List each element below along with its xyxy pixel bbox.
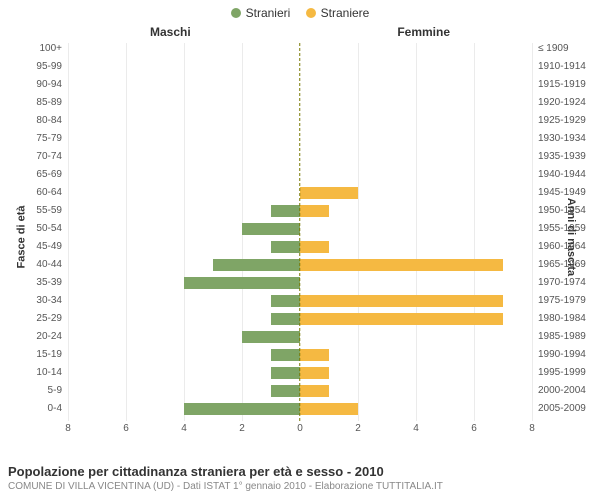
bar-female: [300, 313, 503, 325]
x-tick: 8: [65, 423, 71, 434]
col-header-right: Femmine: [397, 25, 450, 39]
bar-male: [271, 349, 300, 361]
bar-female: [300, 205, 329, 217]
x-tick: 0: [297, 423, 303, 434]
age-label: 75-79: [2, 133, 68, 145]
bar-male: [271, 205, 300, 217]
chart-area: Maschi Femmine Fasce di età Anni di nasc…: [0, 21, 600, 441]
bar-female: [300, 259, 503, 271]
bar-female: [300, 367, 329, 379]
birth-label: 1940-1944: [532, 169, 598, 181]
bar-male: [271, 313, 300, 325]
bar-male: [271, 241, 300, 253]
bar-female: [300, 187, 358, 199]
legend: Stranieri Straniere: [0, 0, 600, 21]
age-label: 5-9: [2, 385, 68, 397]
bar-male: [213, 259, 300, 271]
col-header-left: Maschi: [150, 25, 191, 39]
x-tick: 8: [529, 423, 535, 434]
birth-label: 1915-1919: [532, 79, 598, 91]
bar-male: [271, 385, 300, 397]
age-label: 90-94: [2, 79, 68, 91]
age-label: 25-29: [2, 313, 68, 325]
birth-label: 2005-2009: [532, 403, 598, 415]
bar-male: [271, 295, 300, 307]
birth-label: ≤ 1909: [532, 43, 598, 55]
age-label: 15-19: [2, 349, 68, 361]
legend-item-male: Stranieri: [231, 6, 291, 20]
age-label: 20-24: [2, 331, 68, 343]
birth-label: 2000-2004: [532, 385, 598, 397]
x-tick: 4: [181, 423, 187, 434]
birth-label: 1955-1959: [532, 223, 598, 235]
bar-male: [184, 277, 300, 289]
age-label: 95-99: [2, 61, 68, 73]
age-label: 65-69: [2, 169, 68, 181]
birth-label: 1920-1924: [532, 97, 598, 109]
chart-title: Popolazione per cittadinanza straniera p…: [8, 464, 592, 479]
age-label: 10-14: [2, 367, 68, 379]
birth-label: 1910-1914: [532, 61, 598, 73]
age-label: 0-4: [2, 403, 68, 415]
x-tick: 6: [123, 423, 129, 434]
chart-subtitle: COMUNE DI VILLA VICENTINA (UD) - Dati IS…: [8, 481, 592, 492]
bar-female: [300, 241, 329, 253]
age-label: 35-39: [2, 277, 68, 289]
x-tick: 2: [355, 423, 361, 434]
age-label: 60-64: [2, 187, 68, 199]
birth-label: 1975-1979: [532, 295, 598, 307]
bar-female: [300, 349, 329, 361]
birth-label: 1950-1954: [532, 205, 598, 217]
x-axis: 8 6 4 2 0 2 4 6 8: [68, 421, 532, 437]
birth-label: 1925-1929: [532, 115, 598, 127]
age-label: 85-89: [2, 97, 68, 109]
birth-label: 1995-1999: [532, 367, 598, 379]
age-label: 50-54: [2, 223, 68, 235]
age-label: 70-74: [2, 151, 68, 163]
bar-male: [271, 367, 300, 379]
legend-swatch-female: [306, 8, 316, 18]
age-label: 55-59: [2, 205, 68, 217]
bar-male: [242, 331, 300, 343]
legend-label-female: Straniere: [321, 6, 370, 20]
birth-label: 1945-1949: [532, 187, 598, 199]
bar-male: [184, 403, 300, 415]
plot-area: 100+≤ 190995-991910-191490-941915-191985…: [68, 43, 532, 421]
center-line: [299, 43, 300, 421]
footer: Popolazione per cittadinanza straniera p…: [8, 464, 592, 492]
age-label: 80-84: [2, 115, 68, 127]
birth-label: 1970-1974: [532, 277, 598, 289]
legend-label-male: Stranieri: [246, 6, 291, 20]
x-tick: 4: [413, 423, 419, 434]
birth-label: 1930-1934: [532, 133, 598, 145]
birth-label: 1935-1939: [532, 151, 598, 163]
legend-swatch-male: [231, 8, 241, 18]
birth-label: 1965-1969: [532, 259, 598, 271]
age-label: 40-44: [2, 259, 68, 271]
bar-female: [300, 403, 358, 415]
birth-label: 1985-1989: [532, 331, 598, 343]
birth-label: 1990-1994: [532, 349, 598, 361]
birth-label: 1980-1984: [532, 313, 598, 325]
legend-item-female: Straniere: [306, 6, 370, 20]
bar-female: [300, 295, 503, 307]
x-tick: 2: [239, 423, 245, 434]
age-label: 100+: [2, 43, 68, 55]
birth-label: 1960-1964: [532, 241, 598, 253]
x-tick: 6: [471, 423, 477, 434]
age-label: 30-34: [2, 295, 68, 307]
bar-male: [242, 223, 300, 235]
age-label: 45-49: [2, 241, 68, 253]
bar-female: [300, 385, 329, 397]
